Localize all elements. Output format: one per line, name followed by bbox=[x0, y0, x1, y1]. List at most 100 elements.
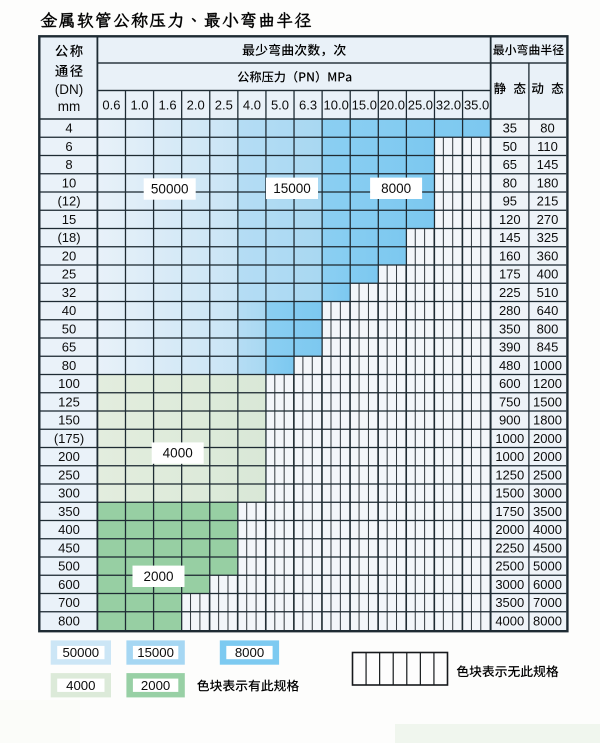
svg-text:150: 150 bbox=[58, 413, 80, 428]
svg-text:400: 400 bbox=[537, 267, 559, 282]
svg-text:160: 160 bbox=[499, 249, 521, 264]
svg-text:845: 845 bbox=[537, 340, 559, 355]
svg-text:25.0: 25.0 bbox=[408, 97, 433, 112]
svg-text:3500: 3500 bbox=[533, 504, 562, 519]
svg-text:300: 300 bbox=[58, 486, 80, 501]
svg-text:3000: 3000 bbox=[533, 486, 562, 501]
svg-text:350: 350 bbox=[499, 322, 521, 337]
svg-text:250: 250 bbox=[58, 468, 80, 483]
svg-text:20.0: 20.0 bbox=[380, 97, 405, 112]
svg-text:40: 40 bbox=[62, 303, 76, 318]
svg-text:8000: 8000 bbox=[235, 645, 264, 660]
svg-text:(175): (175) bbox=[54, 431, 84, 446]
svg-text:390: 390 bbox=[499, 340, 521, 355]
svg-text:2500: 2500 bbox=[533, 468, 562, 483]
svg-text:480: 480 bbox=[499, 358, 521, 373]
svg-text:7000: 7000 bbox=[533, 595, 562, 610]
svg-text:1.0: 1.0 bbox=[130, 97, 148, 112]
svg-text:145: 145 bbox=[537, 157, 559, 172]
svg-text:2.5: 2.5 bbox=[215, 97, 233, 112]
svg-text:1000: 1000 bbox=[533, 358, 562, 373]
svg-text:1250: 1250 bbox=[495, 468, 524, 483]
svg-text:10: 10 bbox=[62, 176, 76, 191]
svg-text:145: 145 bbox=[499, 230, 521, 245]
svg-text:0.6: 0.6 bbox=[102, 97, 120, 112]
svg-text:32.0: 32.0 bbox=[436, 97, 461, 112]
svg-text:65: 65 bbox=[503, 157, 517, 172]
svg-text:(DN): (DN) bbox=[55, 82, 84, 97]
svg-text:2250: 2250 bbox=[495, 541, 524, 556]
svg-text:mm: mm bbox=[58, 99, 81, 114]
svg-text:640: 640 bbox=[537, 303, 559, 318]
svg-text:4000: 4000 bbox=[66, 678, 95, 693]
svg-text:80: 80 bbox=[540, 121, 554, 136]
svg-text:1.6: 1.6 bbox=[159, 97, 177, 112]
svg-text:3500: 3500 bbox=[495, 595, 524, 610]
svg-text:4000: 4000 bbox=[495, 614, 524, 629]
svg-text:4.0: 4.0 bbox=[243, 97, 261, 112]
svg-text:125: 125 bbox=[58, 395, 80, 410]
svg-text:4000: 4000 bbox=[533, 522, 562, 537]
svg-text:4: 4 bbox=[65, 121, 72, 136]
svg-text:600: 600 bbox=[58, 577, 80, 592]
svg-text:2000: 2000 bbox=[143, 569, 173, 584]
svg-text:15: 15 bbox=[62, 212, 76, 227]
svg-text:1750: 1750 bbox=[495, 504, 524, 519]
svg-text:180: 180 bbox=[537, 176, 559, 191]
svg-text:2000: 2000 bbox=[495, 522, 524, 537]
svg-text:510: 510 bbox=[537, 285, 559, 300]
svg-text:6: 6 bbox=[65, 139, 72, 154]
svg-text:4500: 4500 bbox=[533, 541, 562, 556]
svg-text:360: 360 bbox=[537, 249, 559, 264]
svg-text:800: 800 bbox=[537, 322, 559, 337]
svg-text:6.3: 6.3 bbox=[299, 97, 317, 112]
svg-text:900: 900 bbox=[499, 413, 521, 428]
svg-text:50000: 50000 bbox=[62, 645, 99, 660]
svg-text:15000: 15000 bbox=[273, 181, 311, 196]
svg-text:1200: 1200 bbox=[533, 376, 562, 391]
svg-text:1000: 1000 bbox=[495, 431, 524, 446]
svg-text:800: 800 bbox=[58, 614, 80, 629]
svg-text:20: 20 bbox=[62, 249, 76, 264]
svg-text:35: 35 bbox=[503, 121, 517, 136]
svg-text:35.0: 35.0 bbox=[464, 97, 489, 112]
svg-text:3000: 3000 bbox=[495, 577, 524, 592]
svg-text:100: 100 bbox=[58, 376, 80, 391]
svg-text:450: 450 bbox=[58, 541, 80, 556]
svg-text:(18): (18) bbox=[57, 230, 80, 245]
svg-text:5.0: 5.0 bbox=[271, 97, 289, 112]
svg-text:15000: 15000 bbox=[137, 645, 174, 660]
svg-text:2000: 2000 bbox=[141, 678, 170, 693]
svg-text:750: 750 bbox=[499, 395, 521, 410]
svg-text:(12): (12) bbox=[57, 194, 80, 209]
svg-text:4000: 4000 bbox=[163, 446, 193, 461]
svg-text:50: 50 bbox=[503, 139, 517, 154]
svg-text:6000: 6000 bbox=[533, 577, 562, 592]
svg-text:325: 325 bbox=[537, 230, 559, 245]
svg-text:2000: 2000 bbox=[533, 449, 562, 464]
svg-text:175: 175 bbox=[499, 267, 521, 282]
svg-text:8: 8 bbox=[65, 157, 72, 172]
svg-text:15.0: 15.0 bbox=[352, 97, 377, 112]
svg-text:95: 95 bbox=[503, 194, 517, 209]
svg-text:270: 270 bbox=[537, 212, 559, 227]
svg-text:215: 215 bbox=[537, 194, 559, 209]
svg-text:2000: 2000 bbox=[533, 431, 562, 446]
svg-text:2500: 2500 bbox=[495, 559, 524, 574]
svg-text:50: 50 bbox=[62, 322, 76, 337]
svg-text:400: 400 bbox=[58, 522, 80, 537]
svg-text:2.0: 2.0 bbox=[187, 97, 205, 112]
svg-text:65: 65 bbox=[62, 340, 76, 355]
svg-text:1500: 1500 bbox=[495, 486, 524, 501]
svg-text:280: 280 bbox=[499, 303, 521, 318]
svg-text:225: 225 bbox=[499, 285, 521, 300]
svg-text:200: 200 bbox=[58, 449, 80, 464]
svg-text:8000: 8000 bbox=[381, 181, 411, 196]
svg-text:50000: 50000 bbox=[151, 182, 189, 197]
svg-text:600: 600 bbox=[499, 376, 521, 391]
svg-text:500: 500 bbox=[58, 559, 80, 574]
svg-text:25: 25 bbox=[62, 267, 76, 282]
svg-text:120: 120 bbox=[499, 212, 521, 227]
svg-text:350: 350 bbox=[58, 504, 80, 519]
svg-text:80: 80 bbox=[62, 358, 76, 373]
